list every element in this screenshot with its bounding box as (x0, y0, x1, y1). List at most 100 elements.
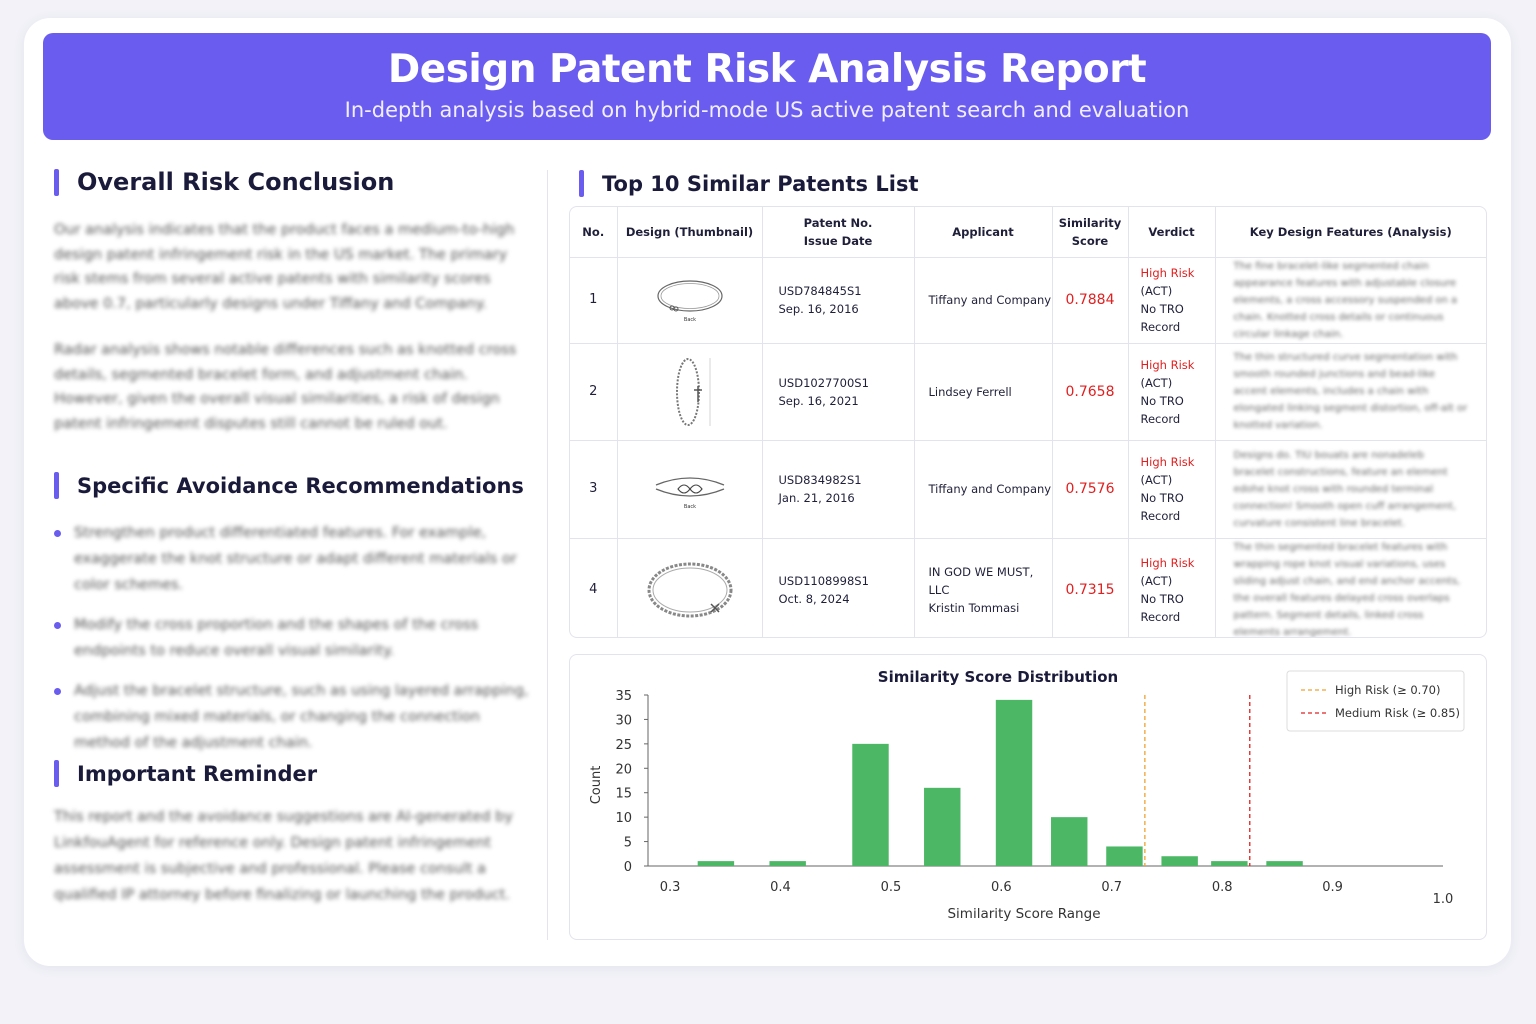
report-header: Design Patent Risk Analysis Report In-de… (43, 33, 1491, 140)
bracelet-thumbnail-icon: Back (656, 280, 723, 323)
histogram-bar (1161, 856, 1198, 866)
patents-heading-text: Top 10 Similar Patents List (602, 171, 919, 196)
similarity-chart: Similarity Score Distribution Count Simi… (589, 668, 1465, 922)
col-no: No. (570, 207, 618, 258)
patent-cell: USD1027700S1 Sep. 16, 2021 (762, 343, 915, 441)
similarity-score: 0.7658 (1052, 343, 1129, 441)
col-patent-l1: Patent No. (803, 215, 873, 230)
x-tick-label: 0.4 (770, 880, 791, 895)
risk-label: High Risk (1140, 266, 1195, 280)
verdict-line: No TRO (1140, 591, 1184, 606)
similarity-score: 0.7576 (1052, 440, 1129, 539)
recommendation-text: Adjust the bracelet structure, such as u… (74, 683, 529, 751)
recommendation-text: Strengthen product differentiated featur… (74, 525, 517, 593)
verdict-line: No TRO (1140, 491, 1184, 505)
y-tick-label: 30 (615, 713, 632, 728)
patent-number: USD1108998S1 (778, 573, 869, 588)
bullet-dot (54, 530, 61, 537)
applicant-name: Tiffany and Company (928, 293, 1052, 307)
verdict-line: (ACT) (1140, 573, 1173, 588)
recommendations-heading: Specific Avoidance Recommendations (54, 472, 524, 499)
key-features: The fine bracelet-like segmented chain a… (1215, 257, 1486, 344)
bracelet-thumbnail-icon: Back (655, 477, 724, 510)
bullet-dot (54, 622, 61, 629)
conclusion-paragraph-1: Our analysis indicates that the product … (54, 222, 515, 312)
similarity-score: 0.7315 (1052, 538, 1129, 637)
verdict-cell: High Risk (ACT) No TRO Record (1128, 257, 1216, 344)
bullet-dot (54, 688, 61, 695)
patents-table: No. Design (Thumbnail) Patent No. Issue D… (569, 206, 1487, 638)
histogram-bar (769, 861, 806, 866)
col-design: Design (Thumbnail) (617, 207, 763, 258)
col-features: Key Design Features (Analysis) (1215, 207, 1486, 258)
table-row[interactable]: 2 USD1027700S1 Sep. 16, 2021 Lindsey Ferr… (570, 343, 1486, 441)
applicant-cell: IN GOD WE MUST, LLC Kristin Tommasi (914, 538, 1053, 637)
column-divider (547, 170, 548, 940)
row-no: 4 (570, 538, 618, 637)
x-tick-label: 0.6 (991, 880, 1012, 895)
verdict-line: No TRO (1140, 393, 1184, 408)
issue-date: Jan. 21, 2016 (778, 491, 855, 505)
x-tick-label: 0.3 (660, 880, 681, 895)
histogram-bar (852, 743, 889, 866)
col-score-l1: Similarity (1058, 215, 1122, 230)
conclusion-heading-text: Overall Risk Conclusion (77, 168, 395, 196)
key-features: The thin segmented bracelet features wit… (1233, 541, 1461, 638)
histogram-bar (924, 787, 961, 866)
y-tick-label: 15 (615, 787, 632, 802)
legend-label: High Risk (≥ 0.70) (1335, 683, 1440, 697)
histogram-bar (1051, 817, 1088, 866)
chart-y-label: Count (589, 766, 604, 805)
row-no: 1 (570, 257, 618, 344)
applicant-name: IN GOD WE MUST, LLC (928, 564, 1034, 597)
verdict-cell: High Risk (ACT) No TRO Record (1128, 440, 1216, 539)
list-item: Modify the cross proportion and the shap… (54, 612, 534, 664)
thumbnail-cell (617, 343, 763, 441)
verdict-line: No TRO (1140, 302, 1184, 316)
row-no: 3 (570, 440, 618, 539)
y-tick-label: 0 (624, 860, 632, 875)
col-patent: Patent No. Issue Date (762, 207, 915, 258)
reminder-heading: Important Reminder (54, 760, 317, 787)
verdict-line: Record (1140, 320, 1181, 334)
list-item: Strengthen product differentiated featur… (54, 520, 534, 598)
x-tick-label: 0.9 (1322, 880, 1343, 895)
thumb-label: Back (683, 317, 695, 323)
page-title: Design Patent Risk Analysis Report (387, 47, 1147, 92)
heading-accent-bar (579, 170, 584, 197)
table-row[interactable]: 1 Back USD784845S1 Sep. 16, 2016 Tiffany … (570, 257, 1486, 344)
patent-number: USD1027700S1 (778, 375, 869, 390)
verdict-cell: High Risk (ACT) No TRO Record (1128, 343, 1216, 441)
applicant-name-2: Kristin Tommasi (928, 600, 1020, 615)
recommendation-text: Modify the cross proportion and the shap… (74, 617, 479, 659)
risk-label: High Risk (1140, 357, 1195, 372)
row-no: 2 (570, 343, 618, 441)
applicant-name: Tiffany and Company (928, 482, 1052, 496)
histogram-bar (995, 699, 1033, 866)
col-patent-l2: Issue Date (803, 233, 873, 248)
issue-date: Sep. 16, 2021 (778, 393, 859, 408)
conclusion-paragraph-2: Radar analysis shows notable differences… (54, 342, 517, 432)
x-tick-label: 0.8 (1212, 880, 1233, 895)
x-tick-label: 1.0 (1433, 892, 1454, 907)
reminder-text: This report and the avoidance suggestion… (54, 809, 513, 903)
thumb-label: Back (683, 504, 695, 510)
thumbnail-cell: Back (617, 257, 763, 344)
y-tick-label: 20 (615, 762, 632, 777)
issue-date: Sep. 16, 2016 (778, 302, 859, 316)
col-score-l2: Score (1071, 233, 1109, 248)
key-features: The thin structured curve segmentation w… (1215, 343, 1486, 441)
table-row[interactable]: 4 USD1108998S1 Oct. 8, 2024 IN GOD WE MUS… (570, 538, 1486, 638)
legend-label: Medium Risk (≥ 0.85) (1335, 706, 1460, 720)
verdict-line: Record (1140, 509, 1181, 523)
chart-legend: High Risk (≥ 0.70) Medium Risk (≥ 0.85) (1286, 670, 1465, 732)
verdict-line: (ACT) (1140, 284, 1173, 298)
bracelet-thumbnail-icon (675, 357, 710, 426)
y-tick-label: 25 (615, 738, 632, 753)
list-item: Adjust the bracelet structure, such as u… (54, 678, 534, 756)
y-tick-label: 5 (624, 836, 632, 851)
y-tick-label: 35 (615, 689, 632, 704)
patent-cell: USD784845S1 Sep. 16, 2016 (762, 257, 915, 344)
verdict-line: (ACT) (1140, 473, 1173, 487)
table-row[interactable]: 3 Back USD834982S1 Jan. 21, 2016 Tiffany … (570, 440, 1486, 539)
